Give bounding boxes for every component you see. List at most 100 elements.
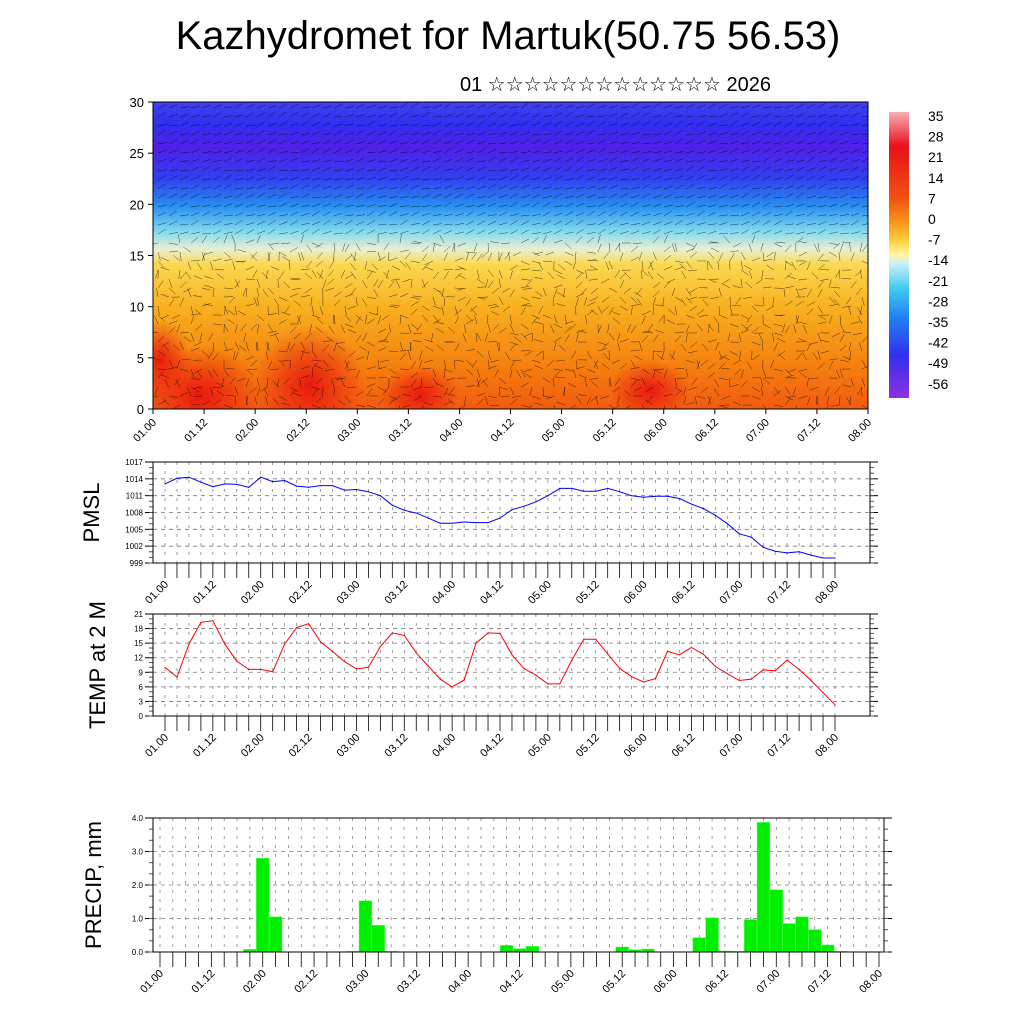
wind-barb — [498, 386, 501, 397]
wind-barb — [531, 296, 541, 299]
wind-barb — [597, 186, 607, 190]
wind-barb — [410, 141, 420, 145]
wind-barb — [245, 214, 255, 217]
x-tick-label: 03.12 — [387, 417, 415, 445]
wind-barb — [216, 390, 225, 397]
y-tick-label: 1.0 — [132, 915, 144, 924]
wind-barb — [828, 203, 838, 208]
wind-barb — [729, 187, 739, 190]
wind-barb — [784, 121, 794, 127]
wind-barb — [762, 296, 765, 306]
wind-barb — [423, 386, 434, 389]
wind-barb — [237, 249, 247, 253]
wind-barb — [160, 314, 170, 320]
wind-barb — [201, 123, 211, 127]
wind-barb — [306, 260, 313, 269]
data-point — [714, 665, 716, 668]
wind-barb — [421, 124, 431, 127]
wind-barb — [564, 368, 574, 372]
data-point — [284, 643, 286, 645]
wind-barb — [828, 157, 838, 163]
wind-barb — [245, 133, 255, 136]
wind-barb — [652, 369, 656, 379]
wind-barb — [729, 148, 739, 154]
wind-barb — [347, 305, 357, 310]
x-tick-label: 04.00 — [430, 732, 458, 760]
wind-barb — [718, 232, 729, 235]
wind-barb — [432, 271, 439, 280]
wind-barb — [718, 113, 728, 118]
wind-barb — [498, 169, 508, 172]
wind-barb — [162, 398, 170, 406]
wind-barb — [366, 383, 376, 388]
wind-barb — [564, 334, 570, 343]
wind-barb — [509, 112, 518, 118]
wind-barb — [839, 359, 849, 362]
wind-barb — [190, 377, 200, 381]
wind-barb — [732, 285, 742, 289]
wind-barb — [476, 185, 486, 190]
wind-barb — [508, 252, 511, 262]
x-tick-label: 03.00 — [335, 579, 363, 607]
wind-barb — [267, 287, 275, 295]
wind-barb — [531, 139, 541, 145]
wind-barb — [663, 266, 673, 271]
wind-barb — [531, 201, 540, 208]
wind-barb — [157, 368, 168, 371]
data-point — [439, 678, 441, 680]
wind-barb — [402, 393, 412, 397]
x-tick-label: 01.12 — [182, 417, 210, 445]
wind-barb — [632, 242, 643, 245]
wind-barb — [696, 131, 706, 136]
wind-barb — [322, 159, 332, 163]
wind-barb — [798, 251, 808, 257]
wind-barb — [333, 404, 335, 409]
wind-barb — [509, 289, 515, 298]
wind-barb — [234, 123, 244, 127]
wind-barb — [828, 196, 838, 199]
wind-barb — [500, 242, 511, 244]
x-tick-label: 01.12 — [191, 579, 219, 607]
wind-barb — [553, 368, 563, 371]
wind-barb — [187, 261, 192, 271]
wind-barb — [421, 281, 429, 289]
data-point — [559, 487, 561, 489]
wind-barb — [194, 309, 203, 316]
wind-barb — [327, 269, 335, 277]
wind-barb — [617, 342, 621, 352]
y-axis-label: PRECIP, mm — [81, 821, 106, 949]
wind-barb — [454, 166, 463, 172]
wind-barb — [476, 368, 481, 378]
wind-barb — [575, 229, 584, 235]
wind-barb — [520, 113, 530, 118]
wind-barb — [674, 266, 684, 271]
wind-barb — [311, 221, 321, 226]
wind-barb — [820, 278, 830, 281]
x-tick-label: 08.00 — [813, 732, 841, 760]
wind-barb — [245, 194, 255, 199]
wind-barb — [509, 168, 519, 172]
wind-barb — [190, 105, 200, 109]
wind-barb — [273, 298, 280, 307]
wind-barb — [377, 256, 386, 262]
wind-barb — [850, 149, 860, 154]
data-point — [463, 679, 465, 681]
wind-barb — [421, 111, 430, 118]
data-point — [511, 509, 513, 511]
wind-barb — [608, 202, 618, 208]
wind-barb — [210, 387, 214, 397]
wind-barb — [414, 395, 423, 401]
wind-barb — [630, 166, 640, 172]
x-tick-label: 01.00 — [143, 579, 171, 607]
wind-barb — [196, 370, 203, 379]
wind-barb — [432, 377, 439, 386]
wind-barb — [432, 318, 441, 325]
wind-barb — [223, 214, 233, 217]
wind-barb — [685, 368, 689, 378]
wind-barb — [424, 402, 434, 406]
wind-barb — [755, 278, 764, 285]
wind-barb — [383, 242, 390, 251]
wind-barb — [355, 104, 365, 109]
wind-barb — [168, 210, 177, 217]
wind-barb — [399, 151, 409, 154]
